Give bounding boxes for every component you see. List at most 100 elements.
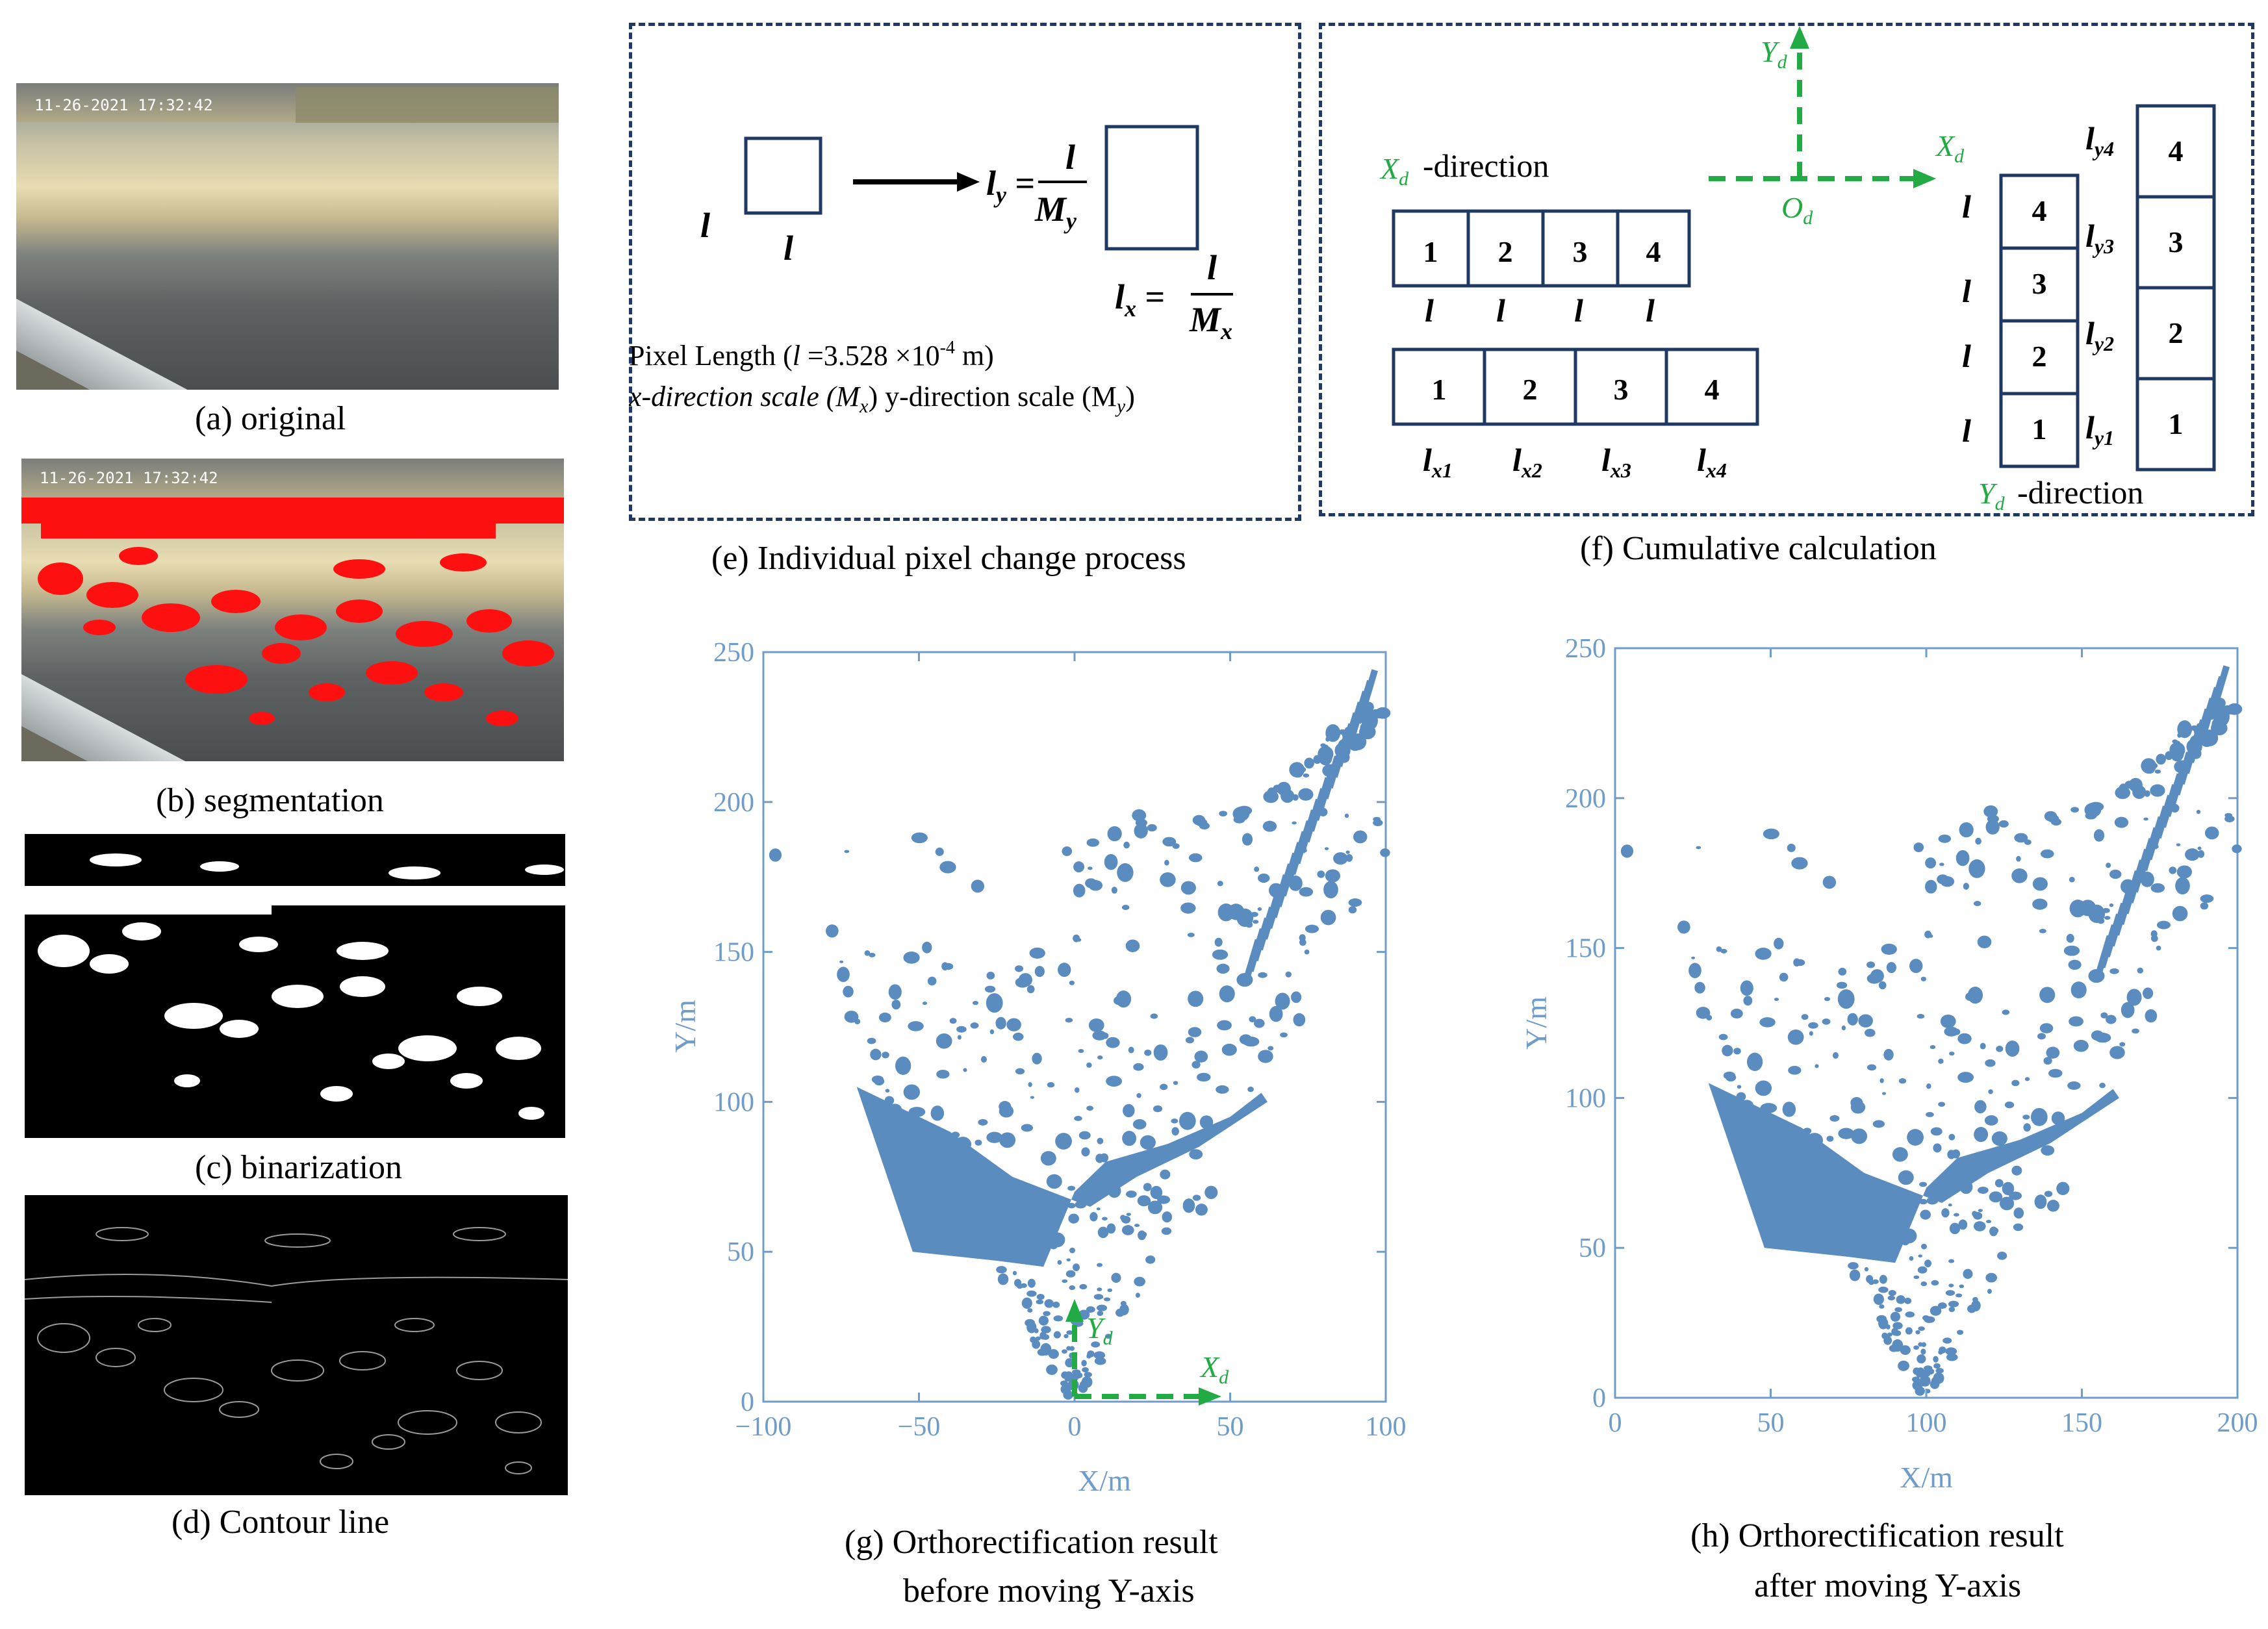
plot-h-ice-floe — [1737, 1085, 1742, 1089]
plot-h-ice-floe — [1696, 1007, 1711, 1019]
plot-g-ice-floe — [1063, 1390, 1073, 1400]
plot-g-ice-floe — [1367, 725, 1373, 729]
plot-g-ice-floe — [1096, 1304, 1108, 1311]
plot-g-ice-floe — [1073, 1263, 1080, 1272]
col1-label-1: l — [1962, 412, 1971, 449]
plot-h-ice-floe — [1785, 1137, 1794, 1144]
plot-g-xlabel: X/m — [1078, 1464, 1131, 1497]
plot-h-ice-floe — [1896, 1295, 1905, 1304]
plot-h-ice-floe — [1716, 946, 1722, 952]
plot-h-ice-floe — [2170, 744, 2184, 762]
plot-g-ice-floe — [1373, 816, 1381, 822]
plot-g-ice-floe — [1062, 1279, 1068, 1283]
plot-g-ice-floe — [1136, 1092, 1141, 1098]
plot-g-ice-floe — [958, 1152, 971, 1162]
plot-h-ice-floe — [1887, 1295, 1895, 1301]
plot-h-ice-floe — [1913, 1367, 1920, 1375]
plot-h-ice-floe — [1938, 834, 1952, 843]
plot-h-ice-floe — [1963, 1269, 1973, 1279]
plot-g-ice-floe — [1099, 1153, 1109, 1163]
plot-h-ice-floe — [2039, 1023, 2054, 1033]
plot-h-ice-floe — [1940, 876, 1955, 887]
plot-g-ytick-label: 50 — [727, 1237, 754, 1267]
plot-h-ice-floe — [1858, 1014, 1873, 1028]
row1-boxes — [1392, 209, 1691, 288]
plot-h-ice-floe — [1975, 837, 1981, 845]
plot-h-ice-floe — [1746, 1052, 1763, 1071]
plot-g-ice-floe — [1353, 830, 1368, 844]
plot-g-ice-edge — [856, 1087, 926, 1246]
caption-g-line1: (g) Orthorectification result — [845, 1524, 1218, 1561]
plot-g-ice-floe — [1254, 866, 1260, 872]
plot-g-ice-floe — [1245, 922, 1253, 928]
plot-h-ice-floe — [1763, 828, 1779, 840]
plot-g-ice-floe — [1043, 1311, 1051, 1317]
plot-g-xtick-label: −50 — [898, 1412, 941, 1442]
plot-h-ice-floe — [1844, 1229, 1857, 1239]
col1-label-3: l — [1962, 273, 1971, 309]
plot-g-ice-floe — [1012, 1032, 1024, 1041]
plot-h-ice-floe — [1946, 1353, 1958, 1361]
plot-h-ice-floe — [1718, 1033, 1728, 1041]
plot-h-ice-floe — [1822, 876, 1837, 889]
plot-g-ice-floe — [1191, 1061, 1201, 1069]
plot-g-ice-floe — [1173, 1081, 1179, 1085]
plot-h-ice-floe — [2200, 894, 2214, 903]
plot-g-ice-floe — [1123, 841, 1130, 849]
plot-h-ice-floe — [1933, 1356, 1939, 1363]
plot-g-ice-floe — [1053, 1331, 1061, 1339]
plot-g-ice-floe — [1073, 861, 1085, 873]
plot-h-ice-floe — [2063, 945, 2080, 956]
plot-h-ice-floe — [1864, 1267, 1869, 1272]
plot-g-ice-floe — [1015, 1068, 1025, 1075]
plot-g-ice-floe — [1035, 1336, 1041, 1341]
plot-h-ice-floe — [1832, 1052, 1839, 1059]
plot-h-ice-floe — [1822, 1018, 1831, 1025]
plot-g-ice-floe — [1153, 1105, 1163, 1113]
plot-h-ice-floe — [1933, 1143, 1942, 1153]
plot-h-ice-floe — [2041, 1145, 2055, 1156]
plot-g-ice-floe — [1117, 863, 1134, 882]
contour-lines — [25, 1227, 568, 1474]
plot-h-ice-floe — [1945, 1347, 1957, 1356]
plot-g-ice-floe — [1199, 822, 1210, 830]
plot-h-ice-floe — [1894, 1307, 1902, 1313]
plot-g-ice-floe — [1026, 1321, 1037, 1333]
plot-g-ice-floe — [1212, 949, 1229, 960]
plot-g-ice-floe — [956, 1026, 967, 1033]
plot-h-ice-floe — [2176, 742, 2182, 747]
plot-h-ice-floe — [1944, 1026, 1959, 1037]
plot-g-ice-floe — [1028, 1081, 1032, 1087]
plot-g-ice-floe — [1132, 1119, 1147, 1130]
plot-g-ice-floe — [1058, 963, 1071, 978]
plot-h-ice-floe — [2069, 877, 2075, 883]
plot-h-ice-floe — [2197, 850, 2205, 858]
plot-g-ice-floe — [1122, 1130, 1137, 1146]
plot-h-ice-floe — [2137, 967, 2144, 974]
plot-h-ice-floe — [2032, 877, 2048, 891]
plot-g-ice-floe — [1075, 1370, 1080, 1375]
plot-h-ice-floe — [1726, 1073, 1737, 1082]
plot-h-ice-floe — [2002, 1009, 2010, 1015]
plot-g-ice-floe — [1062, 846, 1073, 857]
plot-g-ice-floe — [888, 984, 902, 1000]
plot-h-ice-floe — [1959, 1284, 1965, 1289]
plot-h-ice-floe — [1905, 1327, 1913, 1335]
plot-h-ice-floe — [2169, 866, 2177, 874]
plot-h-ice-floe — [2014, 833, 2028, 843]
plot-h-ice-floe — [2219, 721, 2225, 726]
plot-h-ice-edge — [1708, 1083, 1777, 1242]
plot-h-ylabel: Y/m — [1520, 996, 1553, 1050]
plot-h-ice-floe — [2190, 725, 2198, 731]
plot-h-ice-streak — [2211, 665, 2230, 709]
plot-h-ice-floe — [1920, 976, 1926, 981]
plot-g-ice-floe — [1147, 1200, 1163, 1215]
plot-h-ice-floe — [2030, 1107, 2048, 1126]
plot-g-ice-floe — [1049, 1238, 1059, 1250]
plot-h-ice-floe — [1984, 1115, 1998, 1126]
plot-h-ice-floe — [1891, 1328, 1898, 1336]
plot-h-ice-floe — [1994, 1179, 2004, 1187]
plot-g-ice-floe — [911, 832, 928, 844]
plot-h-ice-floe — [1829, 1160, 1835, 1166]
plot-h-ice-floe — [1917, 1266, 1928, 1274]
